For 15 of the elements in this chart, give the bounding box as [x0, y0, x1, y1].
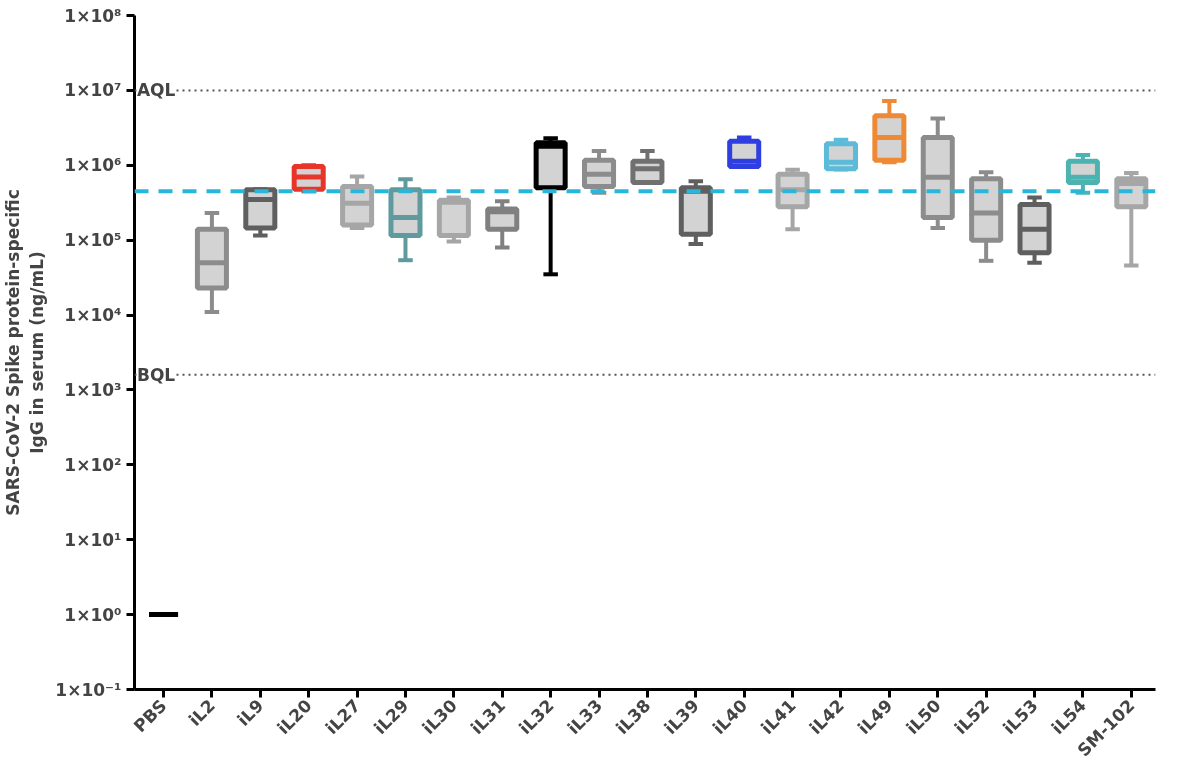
x-tick-label: iL9	[233, 695, 268, 730]
y-axis-title: SARS-CoV-2 Spike protein-specific IgG in serum (ng/mL)	[3, 189, 48, 516]
y-tick-label: 1×10⁶	[64, 155, 122, 176]
x-tick-label: iL2	[184, 695, 219, 730]
y-tick-label: 1×10⁵	[64, 230, 122, 251]
y-tick-label: 1×10²	[64, 454, 122, 475]
y-tick-label: 1×10⁻¹	[55, 679, 122, 700]
y-tick-label: 1×10⁸	[64, 5, 122, 26]
ref-line-label: AQL	[136, 80, 176, 101]
y-tick-label: 1×10⁷	[64, 80, 122, 101]
y-tick-label: 1×10¹	[64, 529, 122, 550]
y-tick-label: 1×10⁰	[64, 604, 122, 625]
y-tick-label: 1×10⁴	[64, 305, 122, 326]
y-tick-label: 1×10³	[64, 379, 122, 400]
ref-line-label: BQL	[136, 364, 176, 385]
